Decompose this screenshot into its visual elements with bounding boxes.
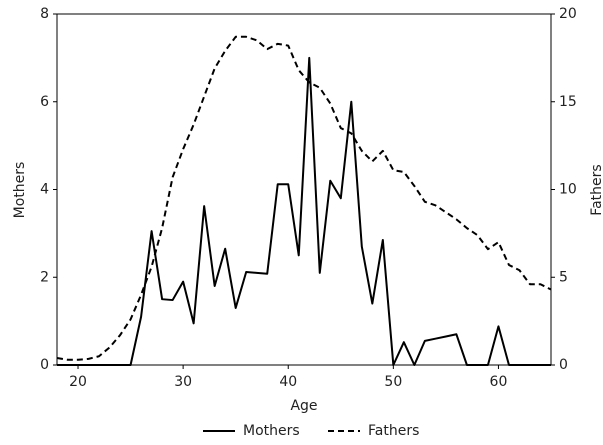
y-axis-title: Mothers (12, 162, 28, 219)
y2-tick-label: 0 (559, 357, 568, 373)
x-axis-title: Age (290, 398, 317, 414)
y-tick-label: 6 (40, 94, 49, 110)
series-line (56, 35, 552, 361)
y-tick-label: 8 (40, 6, 49, 22)
y2-tick-label: 15 (559, 94, 577, 110)
x-tick-label: 40 (279, 374, 297, 390)
x-tick-label: 30 (174, 374, 192, 390)
plot-frame (56, 13, 552, 366)
y-tick-label: 2 (40, 269, 49, 285)
y-tick-label: 0 (40, 357, 49, 373)
y2-axis-title: Fathers (589, 164, 603, 215)
x-tick-label: 20 (69, 374, 87, 390)
x-tick-label: 50 (384, 374, 402, 390)
legend-label: Mothers (243, 423, 300, 439)
y-tick-label: 4 (40, 182, 49, 198)
series-line (57, 56, 551, 366)
y2-tick-label: 5 (559, 269, 568, 285)
y2-tick-label: 10 (559, 182, 577, 198)
legend-label: Fathers (368, 423, 419, 439)
y2-tick-label: 20 (559, 6, 577, 22)
x-tick-label: 60 (490, 374, 508, 390)
